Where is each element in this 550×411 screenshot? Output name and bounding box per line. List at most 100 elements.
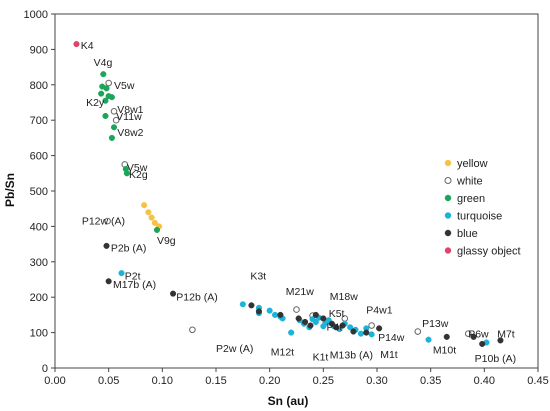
data-point: [145, 209, 152, 216]
point-label: V4g: [94, 57, 113, 69]
point-label: P2b (A): [111, 243, 147, 255]
point-label: M1t: [380, 349, 398, 361]
y-axis-title: Pb/Sn: [3, 173, 17, 207]
y-tick-label: 500: [30, 186, 48, 198]
data-point: [363, 329, 370, 336]
data-points: [73, 41, 504, 347]
point-label: P2w (A): [216, 343, 253, 355]
legend-label: green: [457, 193, 485, 205]
data-point: [293, 306, 300, 313]
legend-label: white: [456, 176, 483, 188]
data-point: [368, 322, 375, 329]
legend-label: glassy object: [457, 246, 521, 258]
point-label: K1t: [313, 351, 329, 363]
data-point: [108, 94, 115, 101]
point-label: P6w: [468, 328, 489, 340]
y-tick-label: 100: [30, 328, 48, 340]
x-tick-label: 0.40: [474, 375, 495, 387]
data-point: [295, 315, 302, 322]
data-point: [110, 108, 118, 115]
y-tick-label: 700: [30, 115, 48, 127]
data-point: [328, 320, 335, 327]
point-label: V8w2: [117, 127, 143, 139]
point-label: V11w: [116, 111, 142, 123]
data-point: [105, 278, 112, 285]
series-turquoise: [118, 270, 490, 346]
data-point: [443, 333, 450, 340]
data-point: [141, 202, 148, 209]
legend-marker: [444, 212, 452, 219]
y-tick-label: 900: [30, 44, 48, 56]
data-point: [151, 219, 158, 226]
data-point: [333, 324, 340, 331]
legend-marker: [444, 177, 452, 184]
data-point: [312, 318, 319, 326]
y-tick-label: 400: [30, 221, 48, 233]
data-point: [239, 301, 246, 308]
x-tick-label: 0.15: [205, 375, 226, 387]
data-point: [414, 328, 422, 335]
legend-marker: [444, 229, 452, 237]
x-tick-label: 0.30: [366, 375, 387, 387]
data-point: [248, 302, 255, 309]
point-label: M10t: [433, 345, 456, 357]
data-point: [110, 124, 118, 131]
data-point: [170, 290, 177, 297]
data-point: [320, 315, 327, 322]
x-tick-label: 0.35: [420, 375, 441, 387]
data-point: [102, 112, 109, 120]
legend-marker: [444, 159, 452, 167]
point-label: V5w: [114, 80, 135, 92]
data-point: [123, 170, 130, 177]
series-glassy-object: [73, 41, 80, 48]
data-point: [255, 308, 262, 315]
legend-marker: [444, 247, 452, 254]
data-point: [277, 311, 284, 318]
data-point: [104, 217, 111, 225]
point-label: K3t: [250, 270, 266, 282]
point-label: M17b (A): [113, 279, 156, 291]
data-point: [102, 97, 109, 104]
data-point: [339, 322, 346, 329]
point-label: V9g: [157, 235, 176, 247]
x-tick-label: 0.10: [152, 375, 173, 387]
data-point: [302, 318, 309, 326]
data-point: [153, 226, 161, 233]
legend-marker: [444, 194, 452, 202]
point-label: P12w (A): [82, 215, 125, 227]
x-axis-title: Sn (au): [268, 394, 309, 408]
y-tick-label: 1000: [24, 9, 48, 21]
x-tick-label: 0.00: [44, 375, 65, 387]
data-point: [73, 41, 80, 48]
data-point: [108, 134, 115, 141]
data-point: [266, 307, 273, 314]
data-point: [470, 333, 477, 340]
data-point: [312, 311, 319, 318]
data-point: [464, 330, 472, 337]
series-yellow: [141, 202, 163, 230]
point-label: M7t: [497, 328, 515, 340]
plot-frame: [54, 13, 539, 369]
point-label: P4t: [327, 322, 343, 334]
x-tick-label: 0.20: [259, 375, 280, 387]
data-point: [357, 330, 364, 337]
y-tick-label: 300: [30, 257, 48, 269]
y-tick-label: 0: [42, 363, 48, 375]
point-label: K4: [81, 40, 94, 52]
point-label: P12b (A): [176, 291, 217, 303]
point-label: P2t: [125, 270, 141, 282]
data-point: [425, 336, 432, 343]
point-label: P10b (A): [475, 353, 516, 365]
data-point: [112, 116, 120, 124]
data-point: [376, 325, 383, 332]
point-label: M21w: [286, 286, 314, 298]
x-tick-label: 0.25: [313, 375, 334, 387]
point-label: K2g: [129, 169, 148, 181]
point-label: P4w1: [366, 305, 392, 317]
point-label: V8w1: [117, 104, 143, 116]
data-point: [148, 214, 155, 221]
data-point: [479, 340, 486, 347]
data-point: [103, 242, 110, 249]
